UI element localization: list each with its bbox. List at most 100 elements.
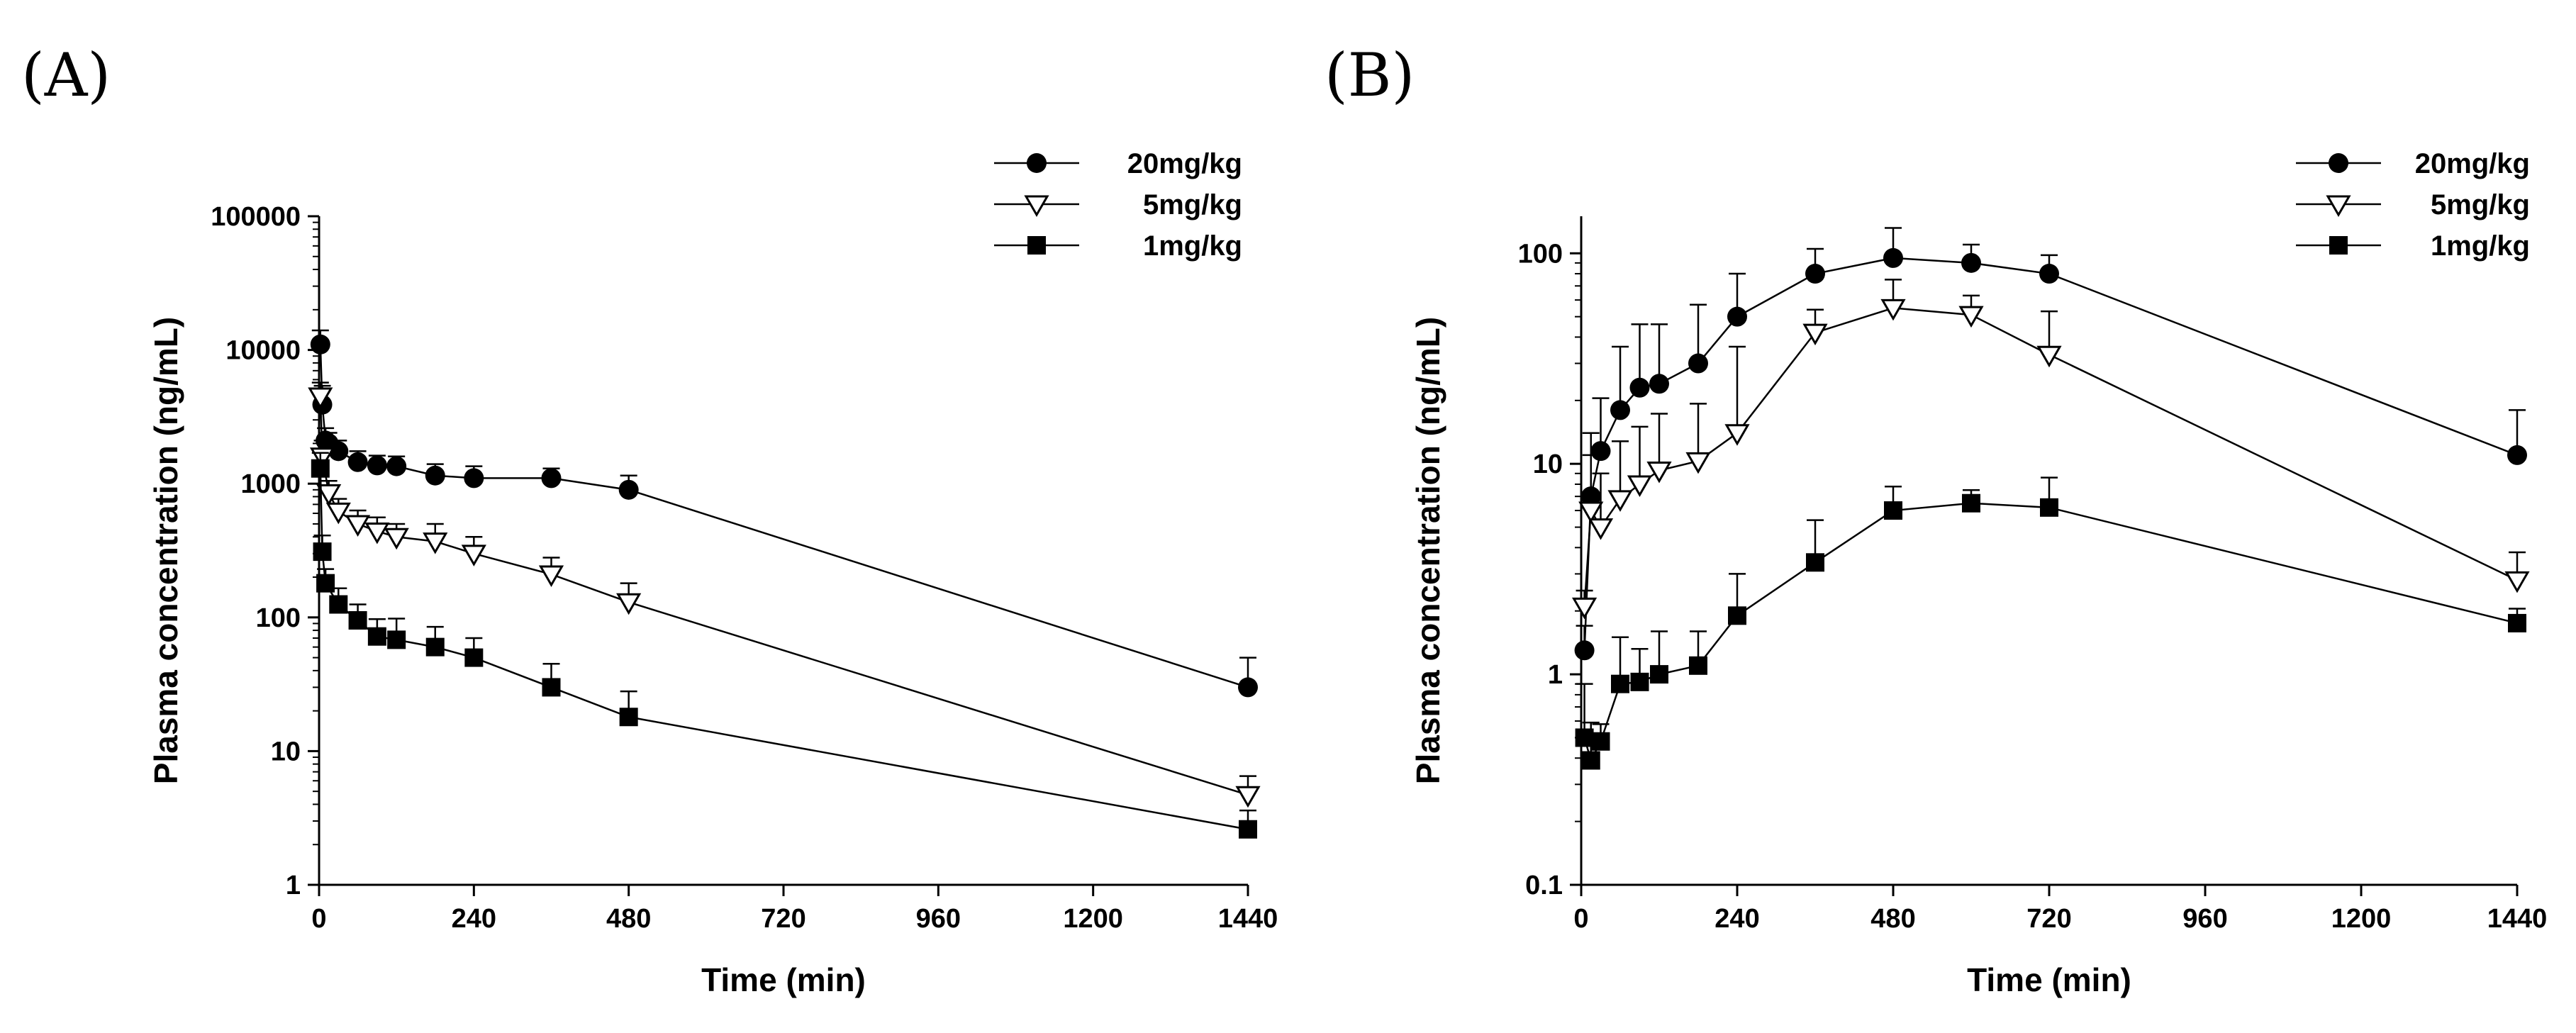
data-point bbox=[425, 465, 445, 486]
data-point bbox=[1646, 462, 1672, 484]
series-line bbox=[1583, 257, 2518, 651]
data-point bbox=[308, 387, 333, 410]
x-tick-label: 480 bbox=[1870, 904, 1915, 934]
data-point bbox=[311, 459, 330, 478]
series-line bbox=[1583, 502, 2518, 763]
data-point bbox=[1239, 820, 1257, 839]
data-point bbox=[1238, 677, 1258, 698]
data-point bbox=[1629, 377, 1650, 398]
data-point bbox=[425, 637, 445, 657]
data-point bbox=[2507, 445, 2527, 465]
data-point bbox=[367, 627, 386, 646]
data-point bbox=[1235, 786, 1261, 808]
y-tick-label: 1 bbox=[1548, 660, 1563, 690]
legend-marker bbox=[1024, 195, 1049, 218]
y-tick-label: 100 bbox=[1518, 239, 1563, 269]
data-point bbox=[618, 479, 639, 500]
data-point bbox=[2508, 613, 2526, 632]
legend-entry: 20mg/kg bbox=[994, 148, 1242, 179]
data-point bbox=[1880, 298, 1906, 321]
legend-entry: 1mg/kg bbox=[2296, 230, 2530, 262]
data-point bbox=[2504, 571, 2530, 593]
data-point bbox=[1627, 475, 1653, 497]
data-point bbox=[1727, 306, 1747, 327]
x-tick-label: 960 bbox=[916, 904, 961, 934]
legend-entry: 5mg/kg bbox=[2296, 189, 2530, 220]
data-point bbox=[464, 468, 484, 488]
data-point bbox=[1574, 640, 1595, 661]
x-tick-label: 1200 bbox=[2331, 904, 2392, 934]
x-tick-label: 0 bbox=[1573, 904, 1588, 934]
legend-entry: 20mg/kg bbox=[2296, 148, 2530, 179]
legend-marker bbox=[1027, 153, 1047, 173]
data-point bbox=[1590, 441, 1611, 462]
series-1 bbox=[308, 381, 1261, 808]
data-point bbox=[1961, 252, 1981, 273]
legend-marker bbox=[2329, 153, 2348, 173]
data-point bbox=[1728, 606, 1746, 625]
legend-marker bbox=[2326, 195, 2351, 218]
x-axis-title: Time (min) bbox=[1967, 961, 2131, 998]
series-0 bbox=[310, 329, 1258, 698]
series-line bbox=[319, 344, 1249, 688]
y-tick-label: 0.1 bbox=[1525, 871, 1563, 900]
x-tick-label: 720 bbox=[2026, 904, 2071, 934]
data-point bbox=[329, 595, 348, 614]
data-point bbox=[1591, 732, 1610, 751]
legend-marker bbox=[1027, 236, 1046, 255]
data-point bbox=[1611, 674, 1629, 693]
data-point bbox=[1883, 247, 1903, 268]
data-point bbox=[1588, 518, 1614, 540]
panel-label: (A) bbox=[21, 40, 111, 110]
x-axis-title: Time (min) bbox=[701, 961, 866, 998]
data-point bbox=[328, 441, 349, 462]
data-point bbox=[1958, 306, 1984, 328]
data-point bbox=[347, 452, 368, 472]
data-point bbox=[313, 542, 332, 562]
legend-label: 5mg/kg bbox=[2431, 189, 2530, 220]
x-tick-label: 0 bbox=[311, 904, 326, 934]
data-point bbox=[541, 468, 562, 488]
data-point bbox=[1630, 672, 1649, 691]
data-point bbox=[2040, 498, 2058, 517]
x-tick-label: 240 bbox=[1714, 904, 1759, 934]
legend-label: 20mg/kg bbox=[1127, 148, 1242, 179]
data-point bbox=[348, 611, 367, 630]
data-point bbox=[1802, 323, 1828, 346]
data-point bbox=[1688, 353, 1708, 374]
x-tick-label: 960 bbox=[2182, 904, 2227, 934]
legend-entry: 5mg/kg bbox=[994, 189, 1242, 220]
y-tick-label: 1000 bbox=[240, 469, 301, 499]
data-point bbox=[1610, 400, 1630, 420]
data-point bbox=[542, 678, 561, 697]
series-0 bbox=[1574, 227, 2527, 661]
data-point bbox=[386, 456, 407, 476]
data-point bbox=[1884, 501, 1902, 520]
y-tick-label: 10000 bbox=[225, 336, 301, 366]
series-2 bbox=[1575, 476, 2526, 770]
x-tick-label: 1440 bbox=[1218, 904, 1278, 934]
panel-b: (B) 0 240 480 720 960 1200 1440 0.1 1 10 100 Time (m… bbox=[1325, 40, 2547, 998]
data-point bbox=[1581, 751, 1600, 770]
y-tick-label: 10 bbox=[1533, 450, 1563, 479]
panel-a: (A) 0 240 480 720 960 1200 1440 1 10 100 1000 10000 1… bbox=[21, 40, 1278, 998]
data-point bbox=[1649, 374, 1669, 394]
y-axis-title: Plasma concentration (ng/mL) bbox=[1410, 317, 1446, 784]
legend-entry: 1mg/kg bbox=[994, 230, 1242, 262]
series-2 bbox=[311, 452, 1257, 839]
legend-label: 5mg/kg bbox=[1143, 189, 1242, 220]
data-point bbox=[316, 574, 335, 593]
y-tick-label: 1 bbox=[286, 871, 301, 900]
legend-label: 20mg/kg bbox=[2415, 148, 2530, 179]
y-tick-label: 100 bbox=[256, 603, 301, 633]
data-point bbox=[364, 522, 390, 545]
y-axis-title: Plasma concentration (ng/mL) bbox=[147, 317, 184, 784]
x-tick-label: 240 bbox=[452, 904, 496, 934]
data-point bbox=[464, 648, 484, 667]
data-point bbox=[1650, 665, 1668, 684]
data-point bbox=[367, 455, 387, 476]
y-tick-label: 100000 bbox=[211, 202, 301, 232]
legend-label: 1mg/kg bbox=[1143, 230, 1242, 262]
data-point bbox=[1571, 597, 1598, 620]
